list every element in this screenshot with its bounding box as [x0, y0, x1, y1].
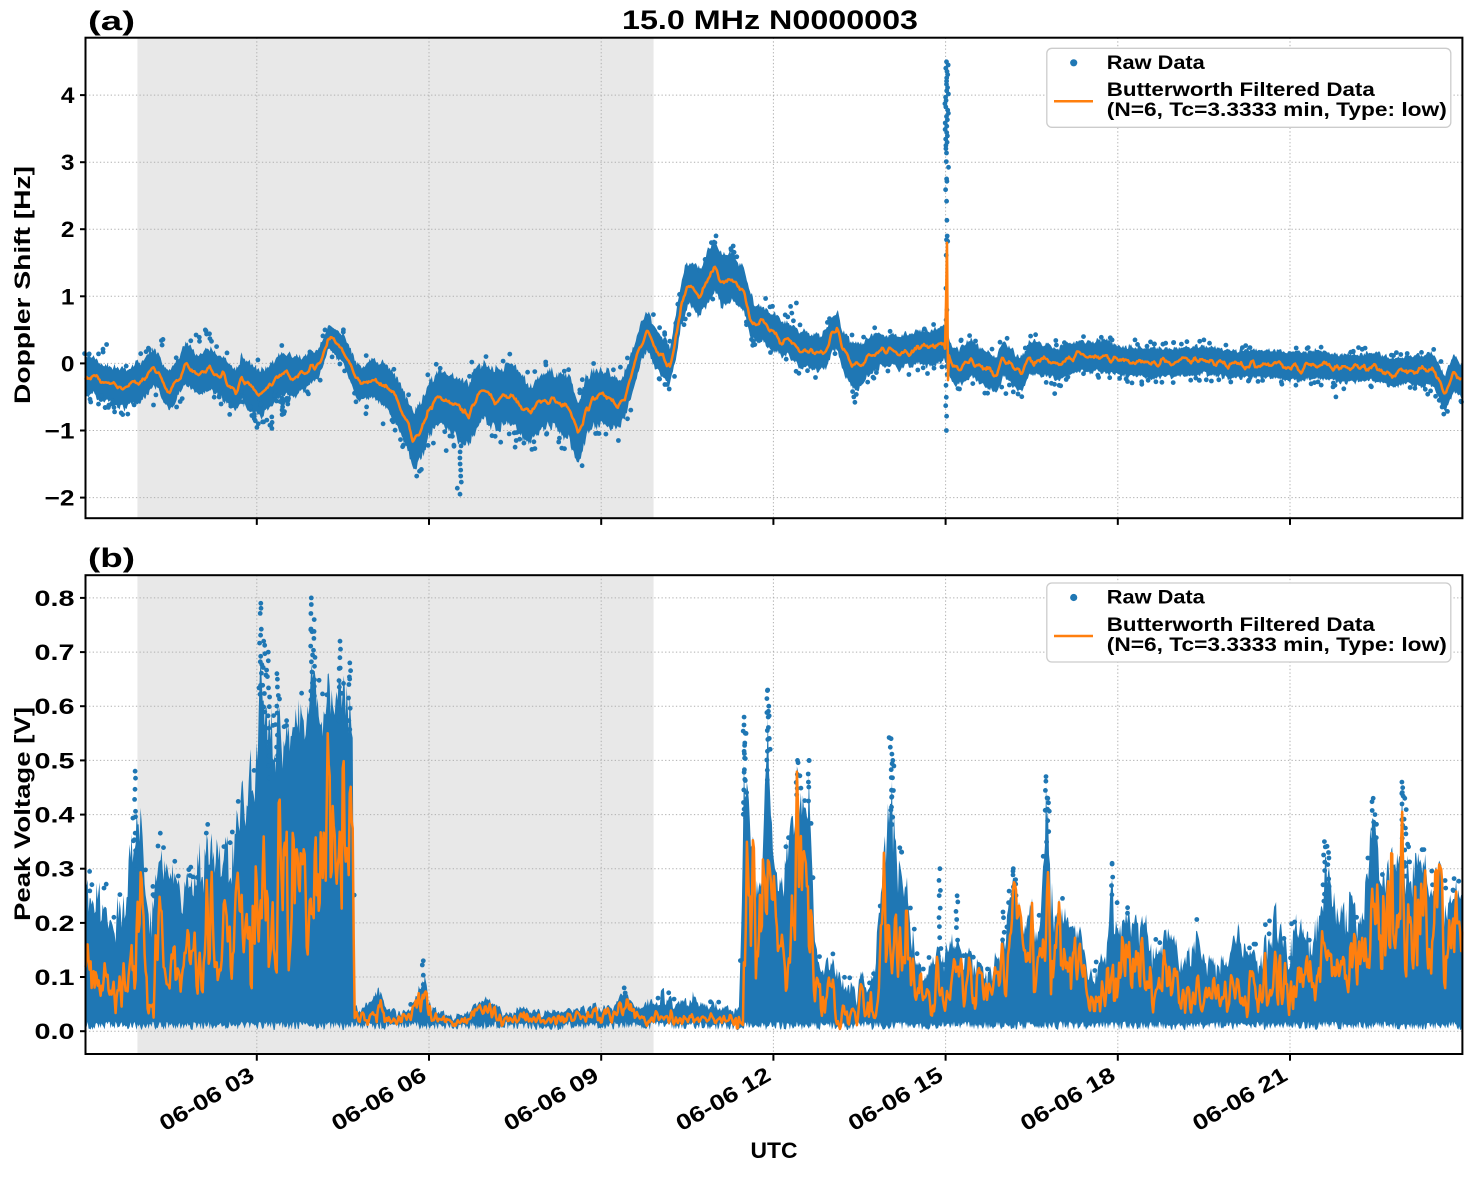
svg-text:(a): (a): [88, 6, 135, 36]
svg-text:15.0 MHz N0000003: 15.0 MHz N0000003: [622, 5, 918, 35]
svg-text:0: 0: [61, 351, 75, 376]
svg-text:0.2: 0.2: [35, 911, 75, 936]
svg-text:0.6: 0.6: [35, 694, 75, 719]
svg-text:(N=6, Tc=3.3333 min, Type: low: (N=6, Tc=3.3333 min, Type: low): [1107, 100, 1447, 121]
svg-text:0.1: 0.1: [35, 965, 75, 990]
svg-text:1: 1: [61, 284, 75, 309]
svg-text:0.7: 0.7: [35, 640, 75, 665]
svg-text:0.4: 0.4: [35, 803, 76, 828]
svg-text:−1: −1: [45, 419, 75, 444]
svg-text:Butterworth Filtered Data: Butterworth Filtered Data: [1107, 615, 1375, 636]
svg-text:4: 4: [61, 83, 75, 108]
svg-text:Raw Data: Raw Data: [1107, 53, 1205, 74]
svg-text:Peak Voltage [V]: Peak Voltage [V]: [10, 707, 35, 921]
svg-text:(b): (b): [88, 543, 135, 573]
svg-text:Raw Data: Raw Data: [1107, 588, 1205, 609]
svg-text:Butterworth Filtered Data: Butterworth Filtered Data: [1107, 80, 1375, 101]
svg-text:0.5: 0.5: [35, 748, 75, 773]
svg-text:−2: −2: [45, 486, 75, 511]
svg-text:UTC: UTC: [751, 1138, 798, 1163]
svg-text:2: 2: [61, 217, 75, 242]
svg-text:(N=6, Tc=3.3333 min, Type: low: (N=6, Tc=3.3333 min, Type: low): [1107, 635, 1447, 656]
svg-text:0.0: 0.0: [35, 1019, 75, 1044]
svg-text:3: 3: [61, 150, 75, 175]
svg-text:0.3: 0.3: [35, 857, 75, 882]
svg-text:Doppler Shift [Hz]: Doppler Shift [Hz]: [10, 166, 35, 404]
svg-text:0.8: 0.8: [35, 586, 75, 611]
